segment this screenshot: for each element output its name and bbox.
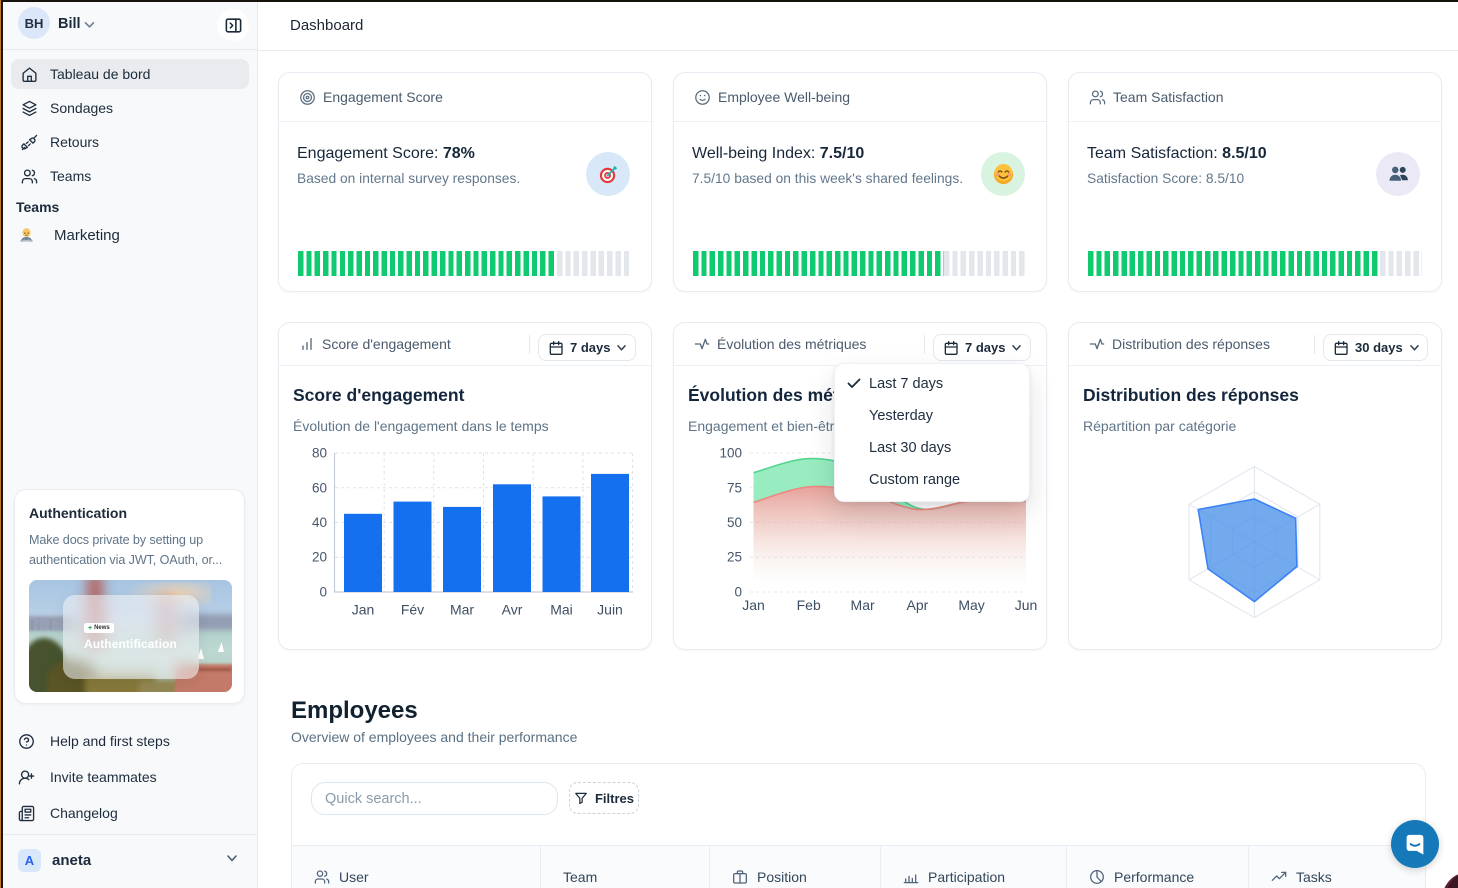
svg-text:May: May <box>958 597 984 613</box>
svg-text:Feb: Feb <box>797 597 821 613</box>
svg-text:Jan: Jan <box>352 602 375 618</box>
svg-text:75: 75 <box>727 480 742 495</box>
svg-text:Jan: Jan <box>742 597 765 613</box>
svg-text:40: 40 <box>312 515 327 530</box>
svg-text:Mar: Mar <box>851 597 875 613</box>
svg-text:Apr: Apr <box>907 597 929 613</box>
svg-text:60: 60 <box>312 480 327 495</box>
svg-text:100: 100 <box>719 446 742 461</box>
svg-text:20: 20 <box>312 550 327 565</box>
svg-text:0: 0 <box>319 585 327 600</box>
svg-text:80: 80 <box>312 446 327 461</box>
svg-text:Jun: Jun <box>1015 597 1038 613</box>
svg-text:0: 0 <box>734 585 742 600</box>
svg-text:Fév: Fév <box>401 602 424 618</box>
svg-text:Juin: Juin <box>597 602 623 618</box>
svg-text:50: 50 <box>727 515 742 530</box>
svg-text:Avr: Avr <box>502 602 523 618</box>
svg-text:25: 25 <box>727 550 742 565</box>
svg-text:Mai: Mai <box>550 602 573 618</box>
svg-text:Mar: Mar <box>450 602 474 618</box>
